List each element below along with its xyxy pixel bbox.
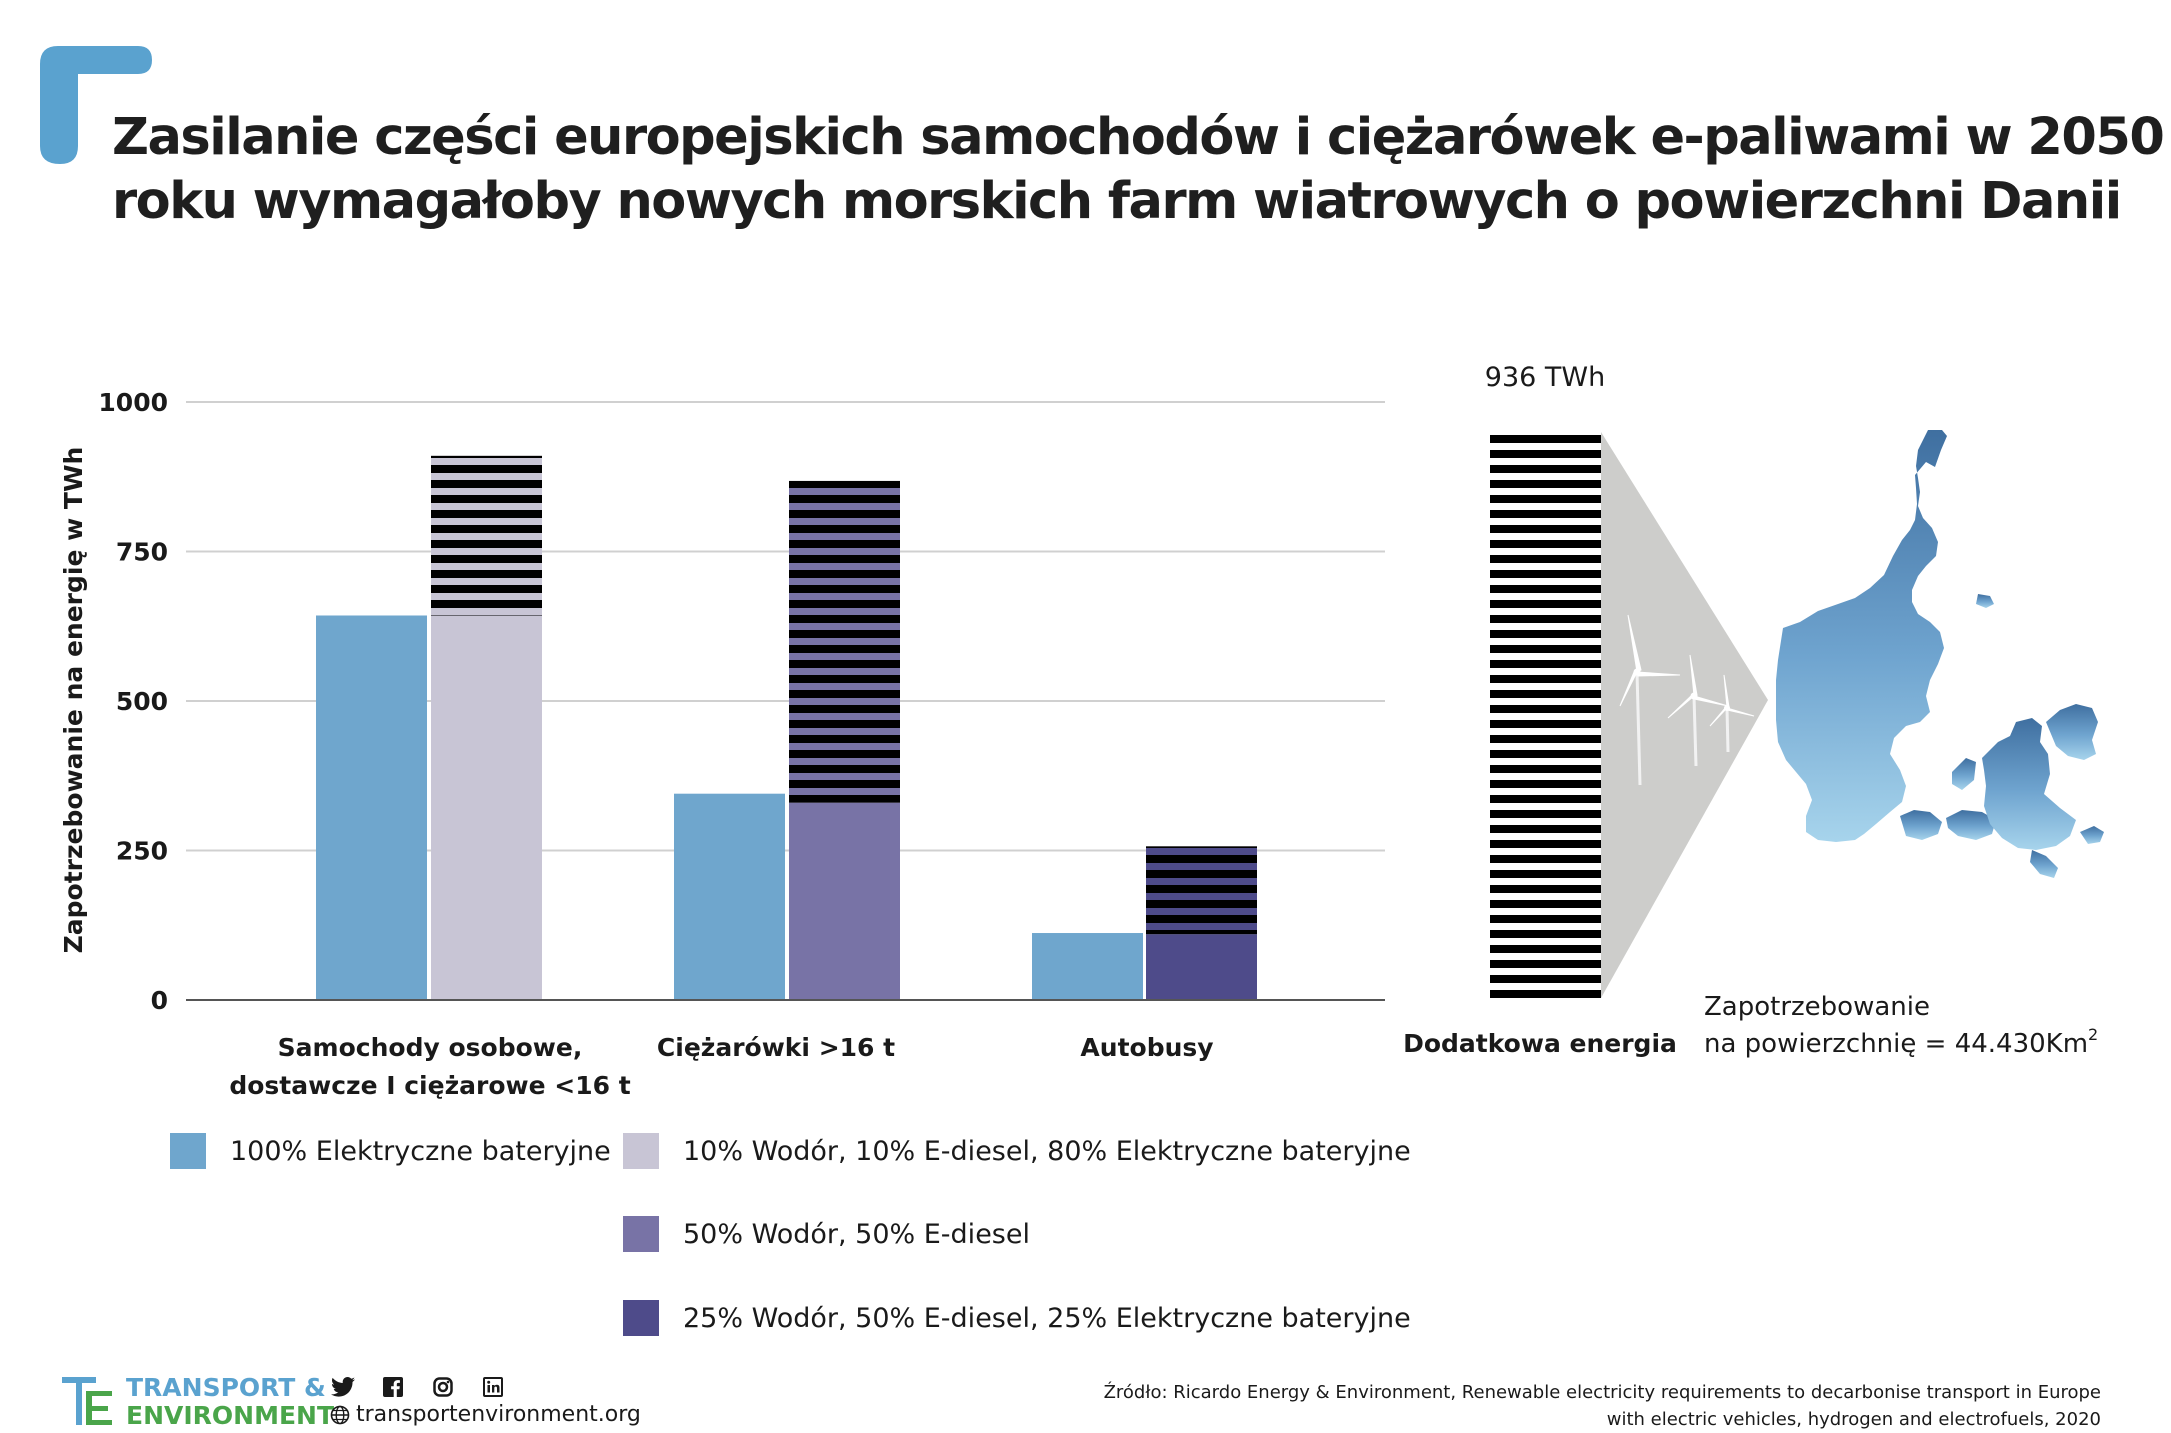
projection-wedge xyxy=(1601,432,1768,998)
x-tick-label: Samochody osobowe, xyxy=(278,1033,583,1062)
website-url: transportenvironment.org xyxy=(356,1402,641,1427)
legend-item-mix-light: 10% Wodór, 10% E-diesel, 80% Elektryczne… xyxy=(623,1133,1411,1169)
x-tick-label: Autobusy xyxy=(1080,1033,1213,1062)
title-line-1: Zasilanie części europejskich samochodów… xyxy=(112,108,2165,167)
facebook-icon[interactable] xyxy=(380,1374,406,1400)
source-line-1: Źródło: Ricardo Energy & Environment, Re… xyxy=(1103,1382,2101,1403)
legend-label: 10% Wodór, 10% E-diesel, 80% Elektryczne… xyxy=(683,1135,1411,1167)
x-tick-label: dostawcze I ciężarowe <16 t xyxy=(229,1071,630,1100)
globe-icon xyxy=(330,1405,350,1424)
legend-swatch xyxy=(623,1216,659,1252)
legend-label: 25% Wodór, 50% E-diesel, 25% Elektryczne… xyxy=(683,1302,1411,1334)
y-tick-labels: 0 250 500 750 1000 xyxy=(98,388,168,1015)
bar xyxy=(674,793,785,1000)
y-axis-label: Zapotrzebowanie na energię w TWh xyxy=(59,447,88,954)
bar xyxy=(1146,934,1257,1000)
bar xyxy=(1032,933,1143,1000)
y-tick-label: 1000 xyxy=(98,388,168,417)
denmark-map xyxy=(1776,430,2104,878)
additional-energy-value: 936 TWh xyxy=(1485,362,1605,393)
legend-label: 100% Elektryczne bateryjne xyxy=(230,1135,611,1167)
legend-swatch xyxy=(170,1133,206,1169)
y-tick-label: 750 xyxy=(116,538,168,567)
y-tick-label: 250 xyxy=(116,837,168,866)
corner-bracket-logo xyxy=(40,46,152,164)
bar-extra-segment xyxy=(431,455,542,616)
legend-swatch xyxy=(623,1300,659,1336)
bar xyxy=(431,615,542,1000)
legend-item-battery: 100% Elektryczne bateryjne xyxy=(170,1133,611,1169)
title-line-2: roku wymagałoby nowych morskich farm wia… xyxy=(112,172,2122,231)
x-tick-label: Ciężarówki >16 t xyxy=(657,1033,895,1062)
instagram-icon[interactable] xyxy=(430,1374,456,1400)
source-line-2: with electric vehicles, hydrogen and ele… xyxy=(1606,1409,2101,1430)
additional-energy-label: Dodatkowa energia xyxy=(1403,1029,1677,1058)
legend-swatch xyxy=(623,1133,659,1169)
wind-turbine-icon xyxy=(1667,654,1729,767)
brand-line-2: ENVIRONMENT xyxy=(126,1401,335,1430)
bar-series xyxy=(316,455,1257,1000)
additional-energy-bar xyxy=(1490,432,1601,1000)
y-tick-label: 0 xyxy=(151,986,168,1015)
linkedin-icon[interactable] xyxy=(480,1374,506,1400)
te-logo-icon xyxy=(62,1377,112,1425)
brand-logo[interactable]: TRANSPORT & ENVIRONMENT xyxy=(62,1374,334,1430)
website-link[interactable]: transportenvironment.org xyxy=(330,1402,641,1427)
brand-line-1: TRANSPORT & xyxy=(126,1373,326,1402)
legend-label: 50% Wodór, 50% E-diesel xyxy=(683,1218,1030,1250)
bar xyxy=(316,615,427,1000)
legend-item-h2-ediesel: 50% Wodór, 50% E-diesel xyxy=(623,1216,1030,1252)
twitter-icon[interactable] xyxy=(330,1374,356,1400)
page-title: Zasilanie części europejskich samochodów… xyxy=(112,106,2165,234)
bar xyxy=(789,802,900,1000)
social-links xyxy=(330,1374,506,1400)
bar-extra-segment xyxy=(1146,846,1257,935)
legend-item-mix-dark: 25% Wodór, 50% E-diesel, 25% Elektryczne… xyxy=(623,1300,1411,1336)
bar-chart: 0 250 500 750 1000 Zapotrzebowanie na energi… xyxy=(59,362,2104,1100)
bar-extra-segment xyxy=(789,480,900,803)
x-tick-labels: Samochody osobowe, dostawcze I ciężarowe … xyxy=(229,1033,1213,1100)
wind-turbine-icon xyxy=(1709,674,1755,753)
additional-energy-bar-segment xyxy=(1490,432,1601,1000)
wind-turbine-icon xyxy=(1619,614,1681,786)
brand-name: TRANSPORT & ENVIRONMENT xyxy=(126,1374,334,1430)
source-note: Źródło: Ricardo Energy & Environment, Re… xyxy=(1104,1379,2101,1433)
y-tick-label: 500 xyxy=(116,687,168,716)
area-label: Zapotrzebowanie na powierzchnię = 44.430… xyxy=(1704,992,2098,1059)
